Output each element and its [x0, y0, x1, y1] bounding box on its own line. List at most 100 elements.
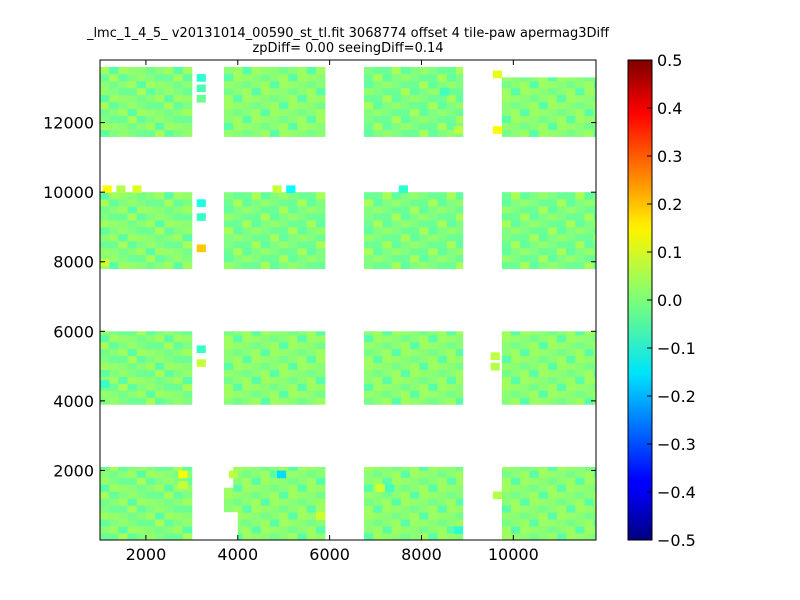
heatmap-cell [575, 87, 585, 96]
heatmap-cell [269, 526, 280, 534]
heatmap-cell [260, 512, 271, 520]
heatmap-cell [306, 390, 317, 398]
heatmap-cell [566, 220, 576, 228]
heatmap-cell [315, 73, 326, 82]
heatmap-cell [233, 491, 243, 499]
heatmap-cell [251, 512, 262, 520]
heatmap-cell [251, 247, 262, 256]
heatmap-cell [364, 94, 374, 103]
heatmap-cell [566, 390, 576, 398]
heatmap-cell [556, 477, 567, 485]
heatmap-cell [100, 213, 110, 221]
heatmap-cell [233, 383, 243, 391]
heatmap-cell [373, 220, 383, 228]
heatmap-cell [529, 369, 539, 377]
heatmap-cell [511, 206, 521, 214]
heatmap-cell [279, 348, 289, 357]
heatmap-cell [364, 466, 374, 471]
heatmap-cell [520, 87, 530, 96]
heatmap-cell [501, 261, 512, 270]
heatmap-cell [453, 126, 464, 134]
heatmap-cell [400, 498, 411, 506]
heatmap-cell [100, 240, 110, 249]
heatmap-cell [446, 334, 457, 343]
heatmap-cell [164, 341, 174, 350]
heatmap-cell [566, 376, 576, 384]
heatmap-cell [288, 122, 298, 130]
heatmap-cell [127, 94, 138, 103]
heatmap-cell [593, 261, 597, 270]
heatmap-cell [233, 101, 243, 110]
heatmap-cell [428, 206, 438, 214]
heatmap-cell [520, 108, 530, 117]
heatmap-cell [269, 334, 280, 343]
heatmap-cell [145, 355, 156, 364]
heatmap-cell [164, 240, 174, 249]
heatmap-cell [182, 498, 193, 506]
heatmap-cell [109, 505, 119, 513]
heatmap-cell [315, 213, 326, 221]
heatmap-cell [419, 108, 429, 117]
heatmap-cell [428, 66, 438, 75]
heatmap-cell [109, 383, 119, 391]
heatmap-cell [251, 341, 262, 350]
heatmap-cell [575, 254, 585, 263]
heatmap-cell [410, 383, 420, 391]
heatmap-cell [428, 122, 438, 130]
heatmap-cell [164, 383, 174, 391]
heatmap-cell [538, 334, 549, 343]
colorbar-tick-label: 0.2 [657, 195, 682, 214]
heatmap-cell [584, 341, 595, 350]
heatmap-cell [584, 512, 595, 520]
heatmap-cell [233, 66, 243, 75]
heatmap-cell [446, 484, 457, 492]
heatmap-cell [556, 122, 567, 130]
heatmap-cell [428, 526, 438, 534]
heatmap-cell [455, 73, 464, 82]
heatmap-cell [145, 80, 156, 89]
heatmap-cell [127, 397, 138, 405]
heatmap-cell [316, 512, 326, 520]
heatmap-cell [575, 369, 585, 377]
heatmap-cell [538, 466, 549, 471]
heatmap-cell [410, 498, 420, 506]
heatmap-cell [400, 334, 411, 343]
heatmap-cell [306, 519, 317, 527]
heatmap-cell [419, 122, 429, 130]
heatmap-cell [391, 390, 402, 398]
heatmap-cell [297, 254, 308, 263]
heatmap-cell [428, 87, 438, 96]
heatmap-cell [269, 101, 280, 110]
heatmap-cell [373, 498, 383, 506]
heatmap-cell [182, 94, 193, 103]
heatmap-cell [182, 233, 193, 242]
heatmap-cell [556, 247, 567, 256]
heatmap-cell [364, 526, 374, 534]
heatmap-cell [428, 115, 438, 124]
heatmap-cell [364, 484, 374, 492]
heatmap-cell [306, 512, 317, 520]
heatmap-cell [173, 80, 184, 89]
heatmap-cell [260, 199, 271, 207]
heatmap-cell [242, 526, 252, 534]
heatmap-cell [556, 199, 567, 207]
heatmap-cell [490, 362, 500, 371]
heatmap-cell [127, 526, 138, 534]
heatmap-cell [242, 334, 252, 343]
heatmap-cell [373, 390, 383, 398]
heatmap-cell [288, 240, 298, 249]
heatmap-cell [224, 233, 234, 242]
heatmap-cell [260, 334, 271, 343]
heatmap-cell [455, 199, 464, 207]
x-tick-label: 10000 [488, 545, 539, 564]
heatmap-cell [511, 369, 521, 377]
heatmap-cell [446, 383, 457, 391]
heatmap-cell [127, 331, 138, 336]
heatmap-cell [428, 199, 438, 207]
heatmap-cell [538, 362, 549, 370]
heatmap-cell [269, 533, 280, 541]
heatmap-cell [269, 115, 280, 124]
heatmap-cell [529, 362, 539, 370]
heatmap-cell [279, 376, 289, 384]
heatmap-cell [297, 341, 308, 350]
